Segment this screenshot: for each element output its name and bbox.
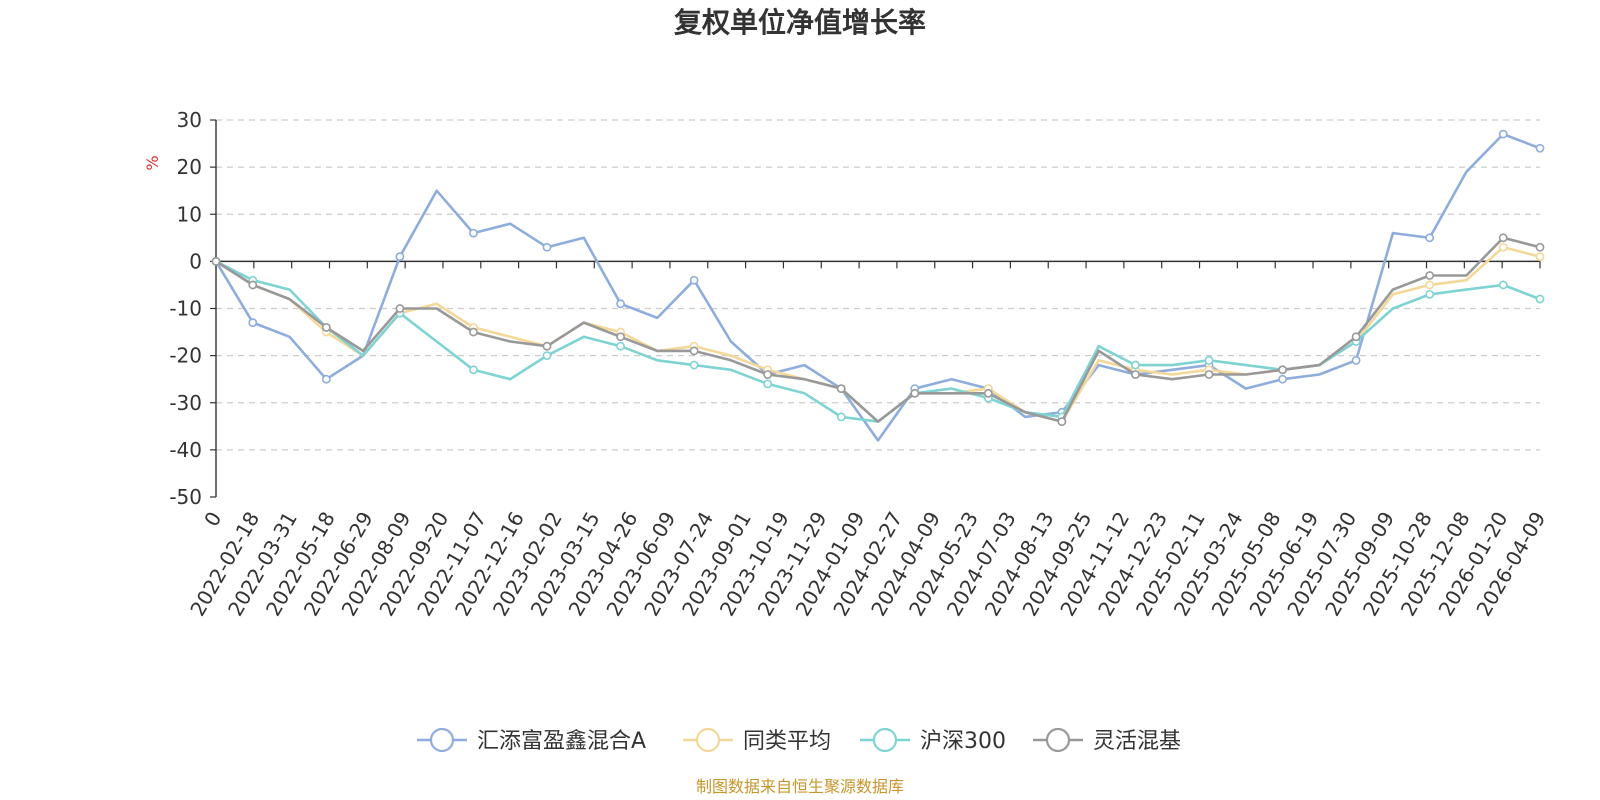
series-point-3 — [1278, 365, 1287, 375]
y-tick-label: -10 — [169, 297, 202, 321]
series-point-3 — [211, 256, 221, 266]
y-tick-label: -20 — [169, 344, 202, 368]
legend-item-3[interactable]: 灵活混基 — [1033, 727, 1181, 754]
series-point-2 — [1425, 289, 1435, 299]
series-point-0 — [1278, 374, 1287, 384]
series-point-2 — [616, 341, 625, 351]
series-point-0 — [395, 252, 405, 262]
series-line-3 — [215, 236, 1541, 423]
chart-title: 复权单位净值增长率 — [674, 6, 926, 39]
series-point-3 — [689, 346, 699, 356]
series-point-0 — [616, 299, 625, 309]
series-point-2 — [836, 412, 846, 422]
series-point-3 — [395, 304, 405, 313]
series-point-1 — [1535, 252, 1545, 262]
legend-label: 灵活混基 — [1093, 729, 1181, 754]
grid-layer — [216, 119, 1540, 451]
series-point-0 — [1425, 233, 1435, 243]
series-point-3 — [910, 388, 920, 398]
y-tick-label: 10 — [177, 202, 202, 226]
legend-item-0[interactable]: 汇添富盈鑫混合A — [417, 727, 646, 754]
series-point-0 — [542, 242, 552, 252]
series-point-3 — [321, 322, 331, 332]
series-point-0 — [248, 318, 258, 328]
series-point-3 — [1351, 332, 1361, 342]
series-point-0 — [1351, 355, 1361, 365]
y-tick-label: -40 — [169, 438, 202, 462]
series-point-2 — [763, 379, 773, 389]
series-point-3 — [983, 388, 993, 398]
y-tick-label: -50 — [169, 485, 202, 509]
legend-item-1[interactable]: 同类平均 — [683, 727, 831, 754]
series-point-2 — [1498, 280, 1508, 290]
series-point-0 — [1535, 143, 1545, 153]
series-point-3 — [1535, 242, 1545, 252]
legend-item-2[interactable]: 沪深300 — [860, 727, 1006, 754]
series-point-3 — [616, 332, 625, 342]
series-point-2 — [469, 365, 478, 375]
series-point-3 — [1425, 271, 1435, 280]
y-tick-label: 30 — [177, 108, 202, 132]
series-point-3 — [1498, 233, 1508, 243]
series-point-3 — [763, 370, 773, 379]
series-point-3 — [836, 384, 846, 394]
legend-label: 沪深300 — [920, 729, 1006, 754]
series-point-3 — [1204, 370, 1214, 379]
series-line-0 — [214, 132, 1541, 442]
series-point-3 — [542, 341, 552, 351]
series-point-0 — [689, 275, 699, 285]
series-point-2 — [689, 360, 699, 370]
legend-label: 同类平均 — [743, 729, 831, 754]
y-tick-label: -30 — [169, 391, 202, 415]
x-tick-label: 0 — [199, 508, 226, 531]
y-tick-label: 20 — [177, 155, 202, 179]
series-point-1 — [1498, 242, 1508, 252]
series-layer — [211, 129, 1545, 442]
series-point-2 — [1204, 355, 1214, 365]
y-axis-unit: % — [143, 155, 162, 170]
series-point-3 — [1057, 417, 1067, 426]
series-point-2 — [1131, 360, 1140, 370]
series-point-2 — [542, 351, 552, 361]
source-note: 制图数据来自恒生聚源数据库 — [696, 777, 904, 796]
y-tick-label: 0 — [189, 249, 202, 273]
series-point-0 — [469, 228, 478, 238]
series-point-3 — [248, 280, 258, 290]
legend[interactable]: 汇添富盈鑫混合A 同类平均 沪深300 灵活混基 — [417, 727, 1181, 754]
series-point-0 — [1498, 129, 1508, 139]
series-line-1 — [215, 245, 1541, 423]
series-point-0 — [321, 374, 331, 384]
legend-swatch-marker — [1045, 727, 1071, 753]
series-point-2 — [1535, 294, 1545, 304]
legend-swatch-marker — [872, 727, 898, 753]
series-point-3 — [1131, 370, 1140, 379]
legend-swatch-marker — [695, 727, 721, 753]
series-point-3 — [469, 327, 478, 337]
series-line-2 — [215, 260, 1541, 423]
legend-swatch-marker — [429, 727, 455, 753]
series-point-1 — [1425, 280, 1435, 290]
legend-label: 汇添富盈鑫混合A — [477, 729, 646, 754]
